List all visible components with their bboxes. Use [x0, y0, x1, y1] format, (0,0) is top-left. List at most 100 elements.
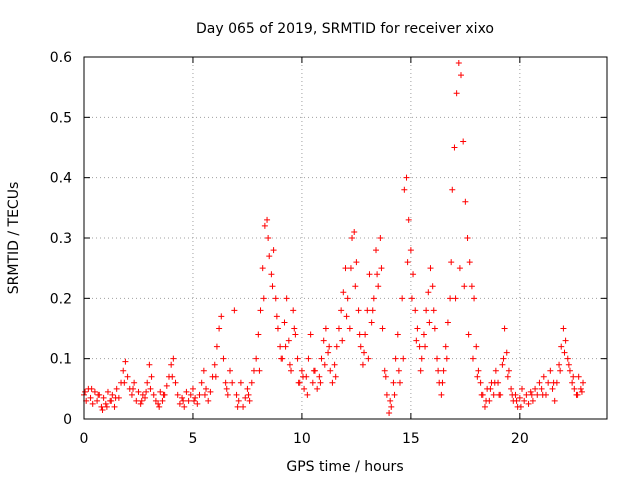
data-point: [383, 391, 390, 398]
data-point: [135, 388, 142, 395]
data-point: [426, 319, 433, 326]
data-point: [113, 385, 120, 392]
data-point: [355, 307, 362, 314]
data-point: [331, 361, 338, 368]
data-point: [283, 295, 290, 302]
data-point: [298, 367, 305, 374]
data-point: [369, 307, 376, 314]
data-point: [335, 325, 342, 332]
data-point: [95, 391, 102, 398]
data-point: [438, 391, 445, 398]
data-point: [407, 247, 414, 254]
data-point: [91, 388, 98, 395]
data-point: [148, 373, 155, 380]
data-point: [364, 307, 371, 314]
data-point: [394, 331, 401, 338]
data-point: [388, 403, 395, 410]
data-point: [505, 367, 512, 374]
data-point: [439, 379, 446, 386]
data-point: [213, 343, 220, 350]
data-point: [375, 283, 382, 290]
y-tick-label: 0.4: [50, 171, 72, 187]
data-point: [469, 355, 476, 362]
data-point: [420, 331, 427, 338]
data-point: [418, 355, 425, 362]
data-point: [143, 388, 150, 395]
data-point: [368, 319, 375, 326]
data-point: [282, 343, 289, 350]
data-point: [187, 391, 194, 398]
data-point: [189, 385, 196, 392]
data-point: [216, 325, 223, 332]
data-point: [473, 343, 480, 350]
data-point: [82, 388, 89, 395]
data-point: [100, 394, 107, 401]
y-axis-label: SRMTID / TECUs: [6, 182, 22, 295]
data-point: [266, 253, 273, 260]
data-point: [98, 403, 105, 410]
data-point: [255, 331, 262, 338]
data-point: [194, 400, 201, 407]
data-point: [491, 379, 498, 386]
data-point: [285, 337, 292, 344]
data-point: [449, 186, 456, 193]
data-point: [329, 379, 336, 386]
data-point: [351, 228, 358, 235]
data-point: [130, 385, 137, 392]
data-point: [168, 361, 175, 368]
data-point: [400, 355, 407, 362]
data-point: [305, 355, 312, 362]
data-point: [408, 295, 415, 302]
data-point: [235, 397, 242, 404]
data-point: [150, 391, 157, 398]
data-point: [269, 283, 276, 290]
data-point: [434, 355, 441, 362]
data-point: [260, 295, 267, 302]
data-point: [399, 295, 406, 302]
chart-title: Day 065 of 2019, SRMTID for receiver xix…: [196, 21, 494, 37]
data-point: [483, 397, 490, 404]
data-point: [487, 385, 494, 392]
data-point: [427, 265, 434, 272]
data-point: [181, 403, 188, 410]
data-point: [147, 385, 154, 392]
data-point: [373, 247, 380, 254]
data-point: [163, 382, 170, 389]
data-points: [81, 60, 587, 416]
data-point: [396, 379, 403, 386]
data-point: [478, 391, 485, 398]
data-point: [222, 379, 229, 386]
data-point: [317, 379, 324, 386]
data-point: [539, 391, 546, 398]
data-point: [417, 367, 424, 374]
data-point: [248, 379, 255, 386]
data-point: [442, 343, 449, 350]
data-point: [580, 379, 587, 386]
data-point: [205, 397, 212, 404]
data-point: [577, 385, 584, 392]
data-point: [414, 325, 421, 332]
data-point: [460, 138, 467, 145]
data-point: [379, 325, 386, 332]
data-point: [429, 283, 436, 290]
data-point: [277, 343, 284, 350]
data-point: [386, 409, 393, 416]
data-point: [234, 403, 241, 410]
data-point: [523, 391, 530, 398]
plot-frame: [83, 56, 608, 420]
data-point: [374, 271, 381, 278]
data-point: [321, 361, 328, 368]
data-point: [318, 355, 325, 362]
data-point: [461, 283, 468, 290]
data-point: [87, 394, 94, 401]
data-point: [300, 373, 307, 380]
data-point: [320, 337, 327, 344]
data-point: [534, 391, 541, 398]
data-point: [435, 367, 442, 374]
data-point: [468, 283, 475, 290]
data-point: [237, 379, 244, 386]
data-point: [327, 367, 334, 374]
data-point: [198, 379, 205, 386]
data-point: [295, 379, 302, 386]
data-point: [391, 391, 398, 398]
